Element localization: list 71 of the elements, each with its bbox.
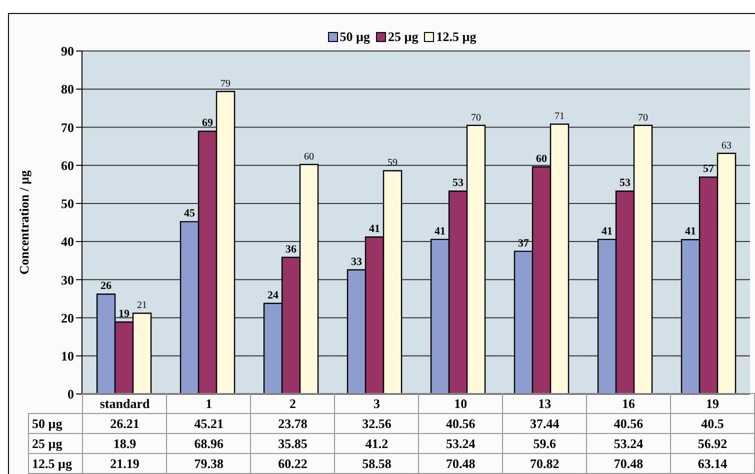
x-tick-label: 10 (418, 394, 503, 414)
x-tick-label: 1 (166, 394, 251, 414)
annotation: 33 (351, 256, 363, 268)
legend-label: 12.5 µg (435, 29, 476, 45)
y-tick-label: 60 (61, 158, 74, 173)
annotation: 57 (703, 163, 715, 176)
data-label: 23.78 (250, 414, 335, 434)
x-tick-label: standard (82, 394, 167, 414)
data-label: 60.22 (250, 454, 335, 474)
y-tick-label: 40 (61, 234, 74, 250)
data-label: 18.9 (82, 434, 167, 454)
legend-label: 50 µg (338, 29, 370, 45)
y-tick-label: 50 (61, 196, 74, 212)
data-label: 21.19 (82, 454, 167, 474)
annotation: 19 (118, 308, 130, 320)
annotation: 71 (554, 111, 565, 122)
annotation: 26 (100, 280, 112, 292)
data-label: 53.24 (586, 434, 670, 454)
text: 50 µg (32, 416, 62, 430)
annotation: 41 (369, 222, 380, 235)
data-label: 41.2 (334, 434, 419, 454)
x-tick-label: 2 (250, 394, 335, 414)
annotation: 36 (286, 243, 298, 256)
data-label: 58.58 (334, 454, 419, 474)
data-label: 40.56 (586, 414, 670, 434)
y-axis-title: Concentration / µg (16, 170, 32, 275)
annotation: 53 (620, 177, 632, 190)
y-tick-label: 80 (61, 82, 74, 97)
annotation: 41 (602, 225, 613, 238)
annotation: 63 (722, 140, 732, 152)
data-label: 70.82 (502, 454, 587, 474)
annotation: 21 (137, 300, 148, 312)
annotation: 41 (434, 225, 446, 238)
text: 25 µg (32, 436, 62, 450)
data-label: 40.56 (418, 414, 503, 434)
y-tick-label: 70 (61, 120, 74, 135)
legend-label: 25 µg (387, 29, 418, 45)
y-tick-label: 10 (61, 348, 74, 364)
data-label: 70.48 (418, 454, 503, 474)
y-tick-label: 90 (61, 44, 74, 59)
data-label: 32.56 (334, 414, 419, 434)
data-label: 45.21 (166, 414, 251, 434)
text: 12.5 µg (32, 456, 72, 470)
data-label: 79.38 (166, 454, 251, 474)
data-label: 26.21 (82, 414, 167, 434)
data-label: 35.85 (250, 434, 335, 454)
x-tick-label: 3 (334, 394, 419, 414)
annotation: 79 (220, 78, 231, 90)
data-label: 40.5 (670, 414, 754, 434)
annotation: 70 (471, 112, 482, 124)
annotation: 69 (202, 117, 214, 130)
y-tick-label: 30 (61, 272, 74, 288)
data-label: 63.14 (670, 454, 754, 474)
annotation: 45 (184, 208, 196, 220)
annotation: 60 (304, 151, 314, 162)
data-label: 70.48 (586, 454, 670, 474)
annotation: 41 (685, 226, 696, 238)
y-tick-label: 20 (61, 310, 74, 326)
annotation: 60 (536, 152, 548, 165)
x-tick-label: 16 (586, 394, 670, 414)
data-label: 53.24 (418, 434, 503, 454)
data-label: 56.92 (670, 434, 754, 454)
x-tick-label: 19 (670, 394, 754, 414)
annotation: 70 (638, 112, 648, 124)
data-label: 68.96 (166, 434, 251, 454)
data-label: 37.44 (502, 414, 587, 434)
data-label: 59.6 (502, 434, 587, 454)
annotation: 24 (268, 289, 280, 302)
annotation: 53 (452, 177, 464, 190)
y-tick-label: 0 (68, 386, 74, 402)
x-tick-label: 13 (502, 394, 587, 414)
